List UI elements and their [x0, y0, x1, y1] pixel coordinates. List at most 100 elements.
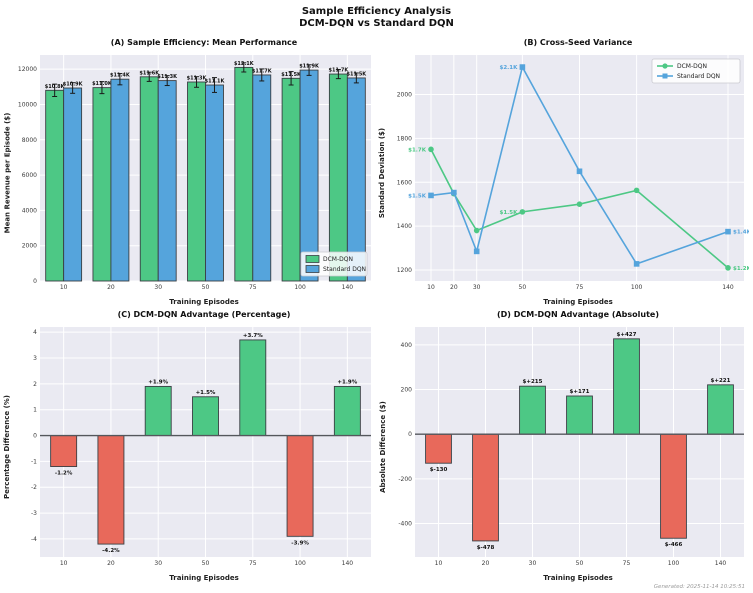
svg-text:$-466: $-466 — [665, 542, 683, 548]
svg-text:100: 100 — [631, 284, 643, 291]
panel-d-xlabel: Training Episodes — [543, 574, 613, 582]
svg-text:$1.2K: $1.2K — [733, 266, 749, 272]
svg-text:2000: 2000 — [22, 243, 37, 250]
svg-text:DCM-DQN: DCM-DQN — [677, 63, 707, 70]
svg-text:$11.1K: $11.1K — [205, 79, 226, 85]
svg-text:1200: 1200 — [397, 267, 412, 274]
figure-title: Sample Efficiency Analysis DCM-DQN vs St… — [0, 6, 753, 30]
svg-text:50: 50 — [202, 284, 210, 291]
svg-text:+1.9%: +1.9% — [148, 379, 168, 385]
svg-text:+3.7%: +3.7% — [243, 333, 263, 339]
svg-text:10: 10 — [427, 284, 435, 291]
svg-text:-3: -3 — [31, 510, 37, 517]
panel-b-ylabel: Standard Deviation ($) — [378, 127, 387, 218]
svg-text:$-130: $-130 — [430, 467, 448, 473]
svg-text:-1: -1 — [31, 458, 37, 465]
panel-d-title: (D) DCM-DQN Advantage (Absolute) — [496, 310, 659, 319]
svg-text:30: 30 — [529, 560, 537, 567]
svg-text:$1.4K: $1.4K — [733, 230, 749, 236]
svg-text:0: 0 — [33, 433, 37, 440]
panel-b: (B) Cross-Seed Variance Standard Deviati… — [379, 38, 751, 306]
svg-text:400: 400 — [401, 342, 413, 349]
svg-text:$11.7K: $11.7K — [329, 68, 350, 74]
svg-text:$1.5K: $1.5K — [500, 210, 519, 216]
panel-c-plot: -4 -3 -2 -1 0 1 2 3 4 10 20 30 50 75 100 140 -1.2% -4.2% +… — [31, 327, 371, 567]
svg-text:10000: 10000 — [18, 101, 37, 108]
svg-text:10: 10 — [60, 560, 68, 567]
svg-text:75: 75 — [576, 284, 584, 291]
svg-text:50: 50 — [576, 560, 584, 567]
panel-a-title: (A) Sample Efficiency: Mean Performance — [110, 38, 298, 47]
svg-text:30: 30 — [154, 284, 162, 291]
svg-text:10: 10 — [435, 560, 443, 567]
svg-text:20: 20 — [107, 560, 115, 567]
svg-text:$1.7K: $1.7K — [408, 147, 427, 153]
svg-text:20: 20 — [450, 284, 458, 291]
svg-text:-200: -200 — [398, 476, 412, 483]
svg-text:140: 140 — [342, 284, 354, 291]
panel-a-ylabel: Mean Revenue per Episode ($) — [3, 112, 12, 233]
panel-c-ylabel: Percentage Difference (%) — [3, 394, 12, 499]
svg-text:$+221: $+221 — [711, 378, 731, 384]
svg-text:$10.8K: $10.8K — [45, 84, 66, 90]
svg-text:100: 100 — [668, 560, 680, 567]
panel-d-ylabel: Absolute Difference ($) — [378, 400, 387, 493]
panel-a: (A) Sample Efficiency: Mean Performance … — [4, 38, 378, 306]
svg-text:2: 2 — [33, 381, 37, 388]
svg-text:$11.3K: $11.3K — [157, 74, 178, 80]
svg-text:+1.5%: +1.5% — [196, 390, 216, 396]
svg-text:$11.9K: $11.9K — [299, 64, 320, 70]
svg-text:$11.5K: $11.5K — [281, 72, 302, 78]
panel-b-plot: 1200 1400 1600 1800 2000 10 20 30 50 75 100 140 $1.7… — [397, 55, 749, 291]
svg-text:-400: -400 — [398, 521, 412, 528]
svg-text:6000: 6000 — [22, 172, 37, 179]
svg-text:75: 75 — [249, 560, 257, 567]
panel-b-title: (B) Cross-Seed Variance — [523, 38, 633, 47]
svg-text:$1.5K: $1.5K — [408, 193, 427, 199]
svg-text:1600: 1600 — [397, 179, 412, 186]
svg-text:1800: 1800 — [397, 135, 412, 142]
panel-d: (D) DCM-DQN Advantage (Absolute) Absolut… — [379, 310, 751, 582]
svg-text:-4.2%: -4.2% — [102, 548, 120, 554]
svg-text:-4: -4 — [31, 536, 37, 543]
svg-text:1: 1 — [33, 407, 37, 414]
svg-text:$+427: $+427 — [617, 332, 637, 338]
svg-text:0: 0 — [408, 431, 412, 438]
svg-text:0: 0 — [33, 278, 37, 285]
svg-text:2000: 2000 — [397, 91, 412, 98]
svg-text:50: 50 — [519, 284, 527, 291]
svg-text:100: 100 — [294, 284, 306, 291]
svg-text:30: 30 — [154, 560, 162, 567]
svg-text:Standard DQN: Standard DQN — [323, 266, 366, 273]
svg-text:10: 10 — [60, 284, 68, 291]
svg-text:+1.9%: +1.9% — [337, 379, 357, 385]
svg-text:DCM-DQN: DCM-DQN — [323, 256, 353, 263]
svg-text:$11.4K: $11.4K — [110, 73, 131, 79]
svg-text:30: 30 — [473, 284, 481, 291]
panel-b-xlabel: Training Episodes — [543, 298, 613, 306]
svg-text:$2.1K: $2.1K — [500, 65, 519, 71]
svg-text:140: 140 — [722, 284, 734, 291]
svg-text:75: 75 — [249, 284, 257, 291]
svg-text:-1.2%: -1.2% — [55, 471, 73, 477]
svg-text:$11.7K: $11.7K — [252, 68, 273, 74]
svg-text:12000: 12000 — [18, 66, 37, 73]
panel-c: (C) DCM-DQN Advantage (Percentage) Perce… — [4, 310, 378, 582]
svg-text:$+215: $+215 — [523, 379, 543, 385]
panel-c-xlabel: Training Episodes — [169, 574, 239, 582]
svg-text:$12.1K: $12.1K — [234, 61, 255, 67]
svg-text:$11.6K: $11.6K — [139, 70, 160, 76]
panel-c-title: (C) DCM-DQN Advantage (Percentage) — [117, 310, 291, 319]
svg-text:4: 4 — [33, 329, 37, 336]
svg-text:$10.9K: $10.9K — [63, 82, 84, 88]
panel-a-xlabel: Training Episodes — [169, 298, 239, 306]
svg-text:20: 20 — [482, 560, 490, 567]
svg-text:50: 50 — [202, 560, 210, 567]
generated-timestamp: Generated: 2025-11-14 10:25:51 — [653, 584, 745, 590]
svg-text:-2: -2 — [31, 484, 37, 491]
svg-text:1400: 1400 — [397, 223, 412, 230]
svg-text:8000: 8000 — [22, 137, 37, 144]
figure-title-line2: DCM-DQN vs Standard DQN — [299, 18, 454, 29]
svg-text:100: 100 — [294, 560, 306, 567]
